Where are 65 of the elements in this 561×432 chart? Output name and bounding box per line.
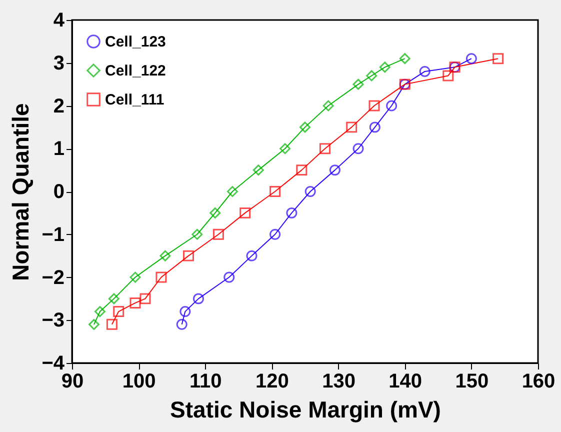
legend-label: Cell_123 <box>105 34 166 50</box>
point <box>386 100 398 112</box>
point <box>160 250 171 262</box>
point <box>192 228 203 240</box>
y-tick-label: −2 <box>42 266 64 289</box>
y-tick-label: 3 <box>53 52 64 74</box>
point <box>180 306 191 318</box>
point <box>212 228 224 240</box>
point <box>379 62 390 73</box>
point <box>280 143 291 154</box>
point <box>366 70 378 82</box>
point <box>113 306 124 318</box>
point <box>492 53 504 64</box>
y-tick-label: 0 <box>53 181 64 203</box>
y-tick-label: 1 <box>53 138 64 160</box>
point <box>88 318 100 330</box>
point <box>352 143 364 154</box>
y-axis-title: Normal Quantile <box>8 103 34 281</box>
point <box>368 100 380 112</box>
point <box>399 53 410 64</box>
point <box>296 164 308 176</box>
point <box>419 66 430 77</box>
point <box>226 186 238 197</box>
point <box>319 143 330 154</box>
point <box>130 297 141 308</box>
y-tick-label: 4 <box>53 10 66 32</box>
point <box>140 293 151 304</box>
point <box>442 70 454 82</box>
point <box>156 272 167 283</box>
point <box>300 122 310 133</box>
x-tick-label: 140 <box>388 370 422 392</box>
y-tick-label: 2 <box>53 95 64 118</box>
point <box>352 78 364 90</box>
point <box>106 318 118 330</box>
point <box>246 250 258 262</box>
point <box>192 293 204 304</box>
point <box>286 207 298 218</box>
point <box>240 207 251 218</box>
point <box>210 207 221 218</box>
point <box>329 164 340 176</box>
x-tick-label: 150 <box>455 370 489 392</box>
point <box>304 186 316 197</box>
x-tick-label: 120 <box>256 370 289 392</box>
y-tick-label: −1 <box>42 224 64 246</box>
point <box>130 272 141 283</box>
point <box>346 122 358 133</box>
legend-label: Cell_122 <box>105 62 166 80</box>
point <box>176 318 188 330</box>
x-axis-title: Static Noise Margin (mV) <box>170 396 441 422</box>
point <box>270 186 281 197</box>
point <box>108 293 120 304</box>
x-tick-label: 100 <box>122 370 156 392</box>
point <box>466 53 477 64</box>
point <box>322 100 334 112</box>
y-tick-label: −3 <box>42 310 64 332</box>
point <box>94 306 106 318</box>
x-tick-label: 160 <box>522 370 556 392</box>
x-tick-label: 110 <box>190 370 222 392</box>
point <box>252 164 264 176</box>
point <box>183 250 194 262</box>
point <box>369 122 380 133</box>
legend-label: Cell_111 <box>105 92 164 108</box>
x-tick-label: 130 <box>322 370 356 392</box>
point <box>270 228 281 240</box>
point <box>224 272 235 283</box>
